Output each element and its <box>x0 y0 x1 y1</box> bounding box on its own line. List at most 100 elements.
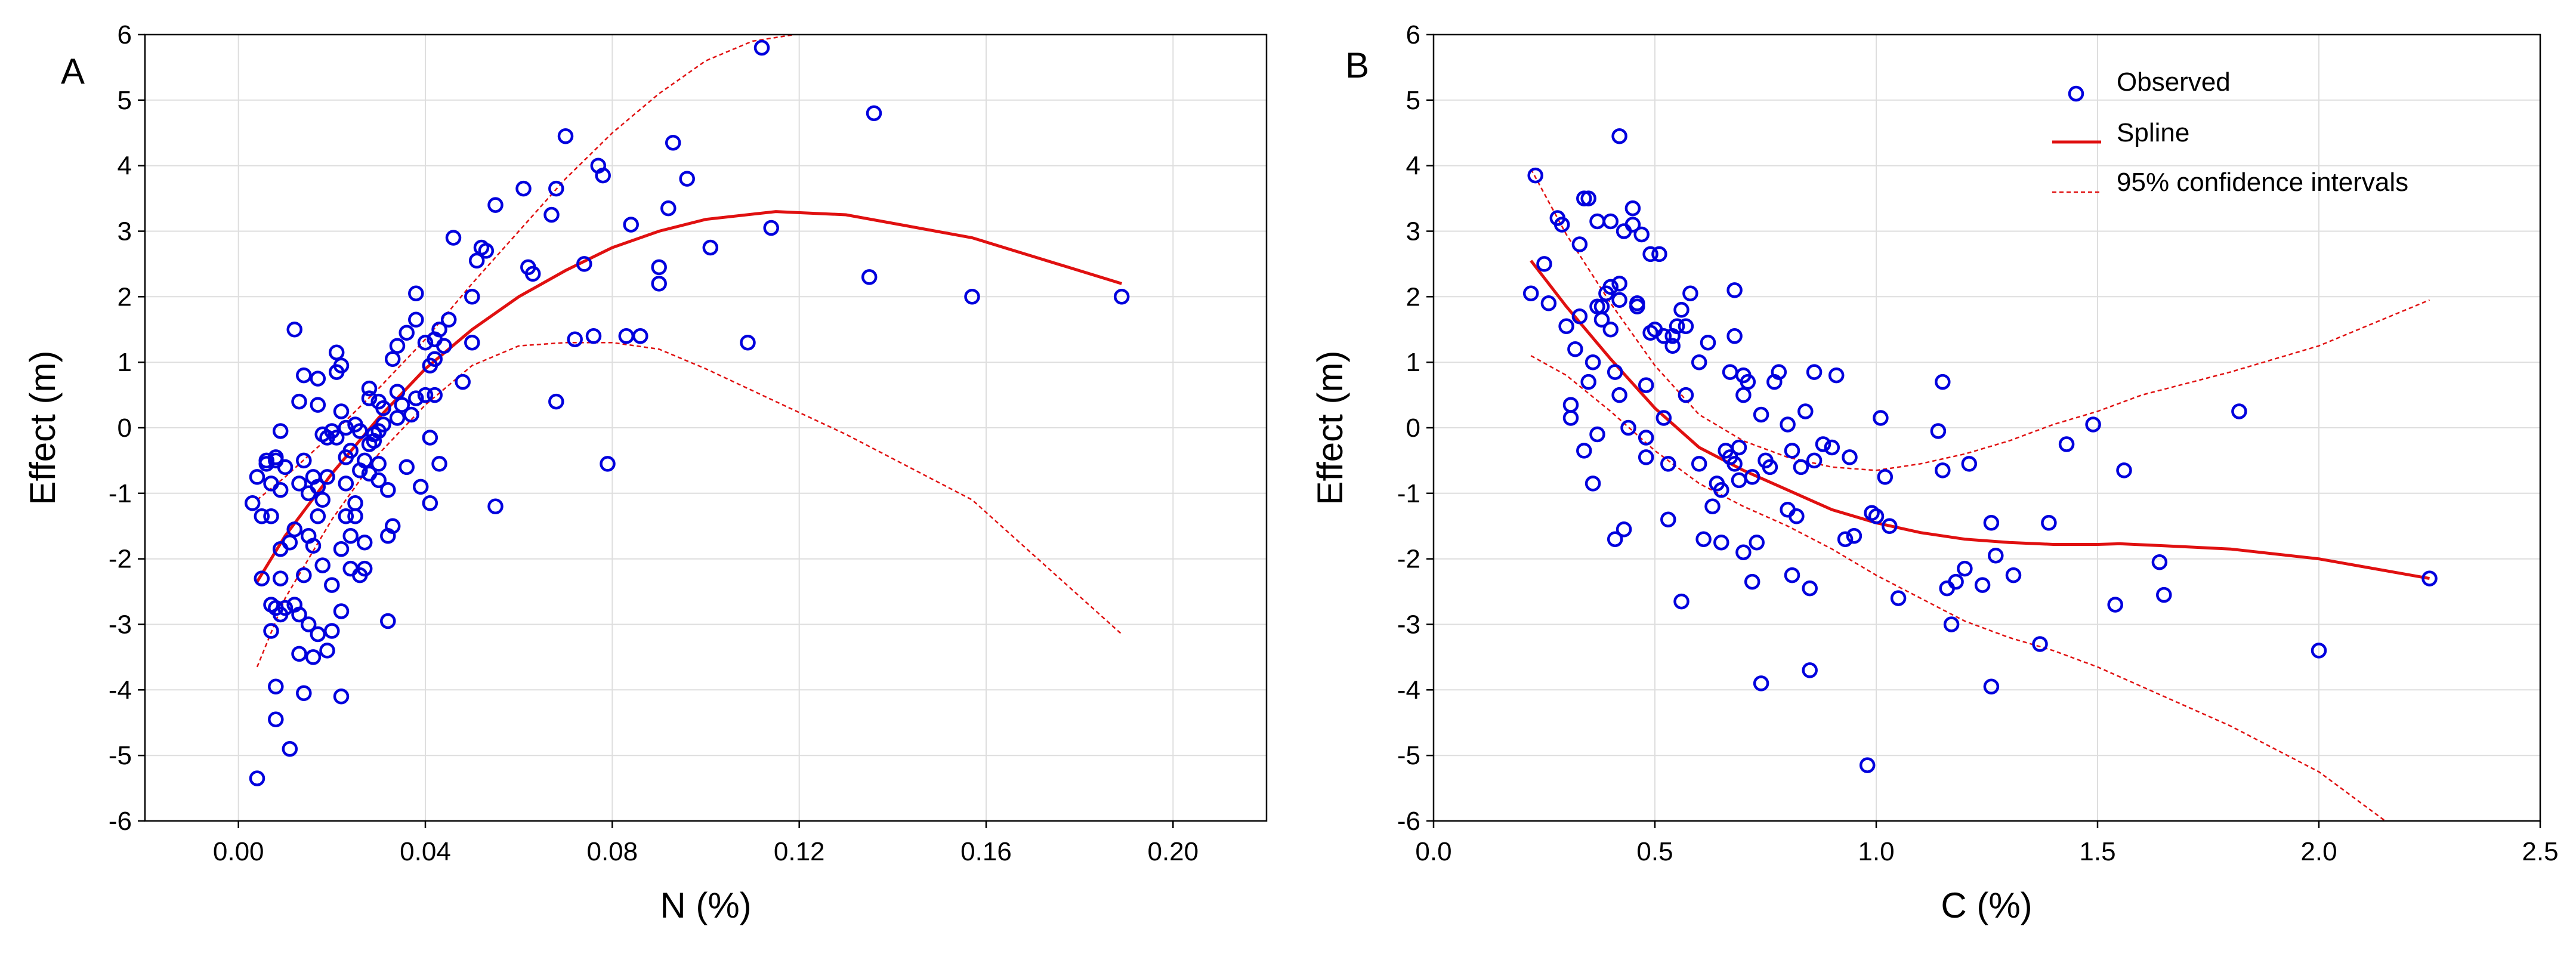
panel-a-observed-point <box>333 603 350 619</box>
panel-a-observed-point <box>464 289 480 305</box>
panel-a-observed-point <box>375 416 391 433</box>
panel-a-observed-point <box>576 256 592 272</box>
panel-b-observed-point <box>1784 443 1800 459</box>
panel-b-x-tick-label: 1.5 <box>2079 837 2115 866</box>
panel-a-observed-point <box>356 534 373 551</box>
panel-b-observed-point <box>1859 757 1876 773</box>
panel-a-observed-point <box>296 567 312 583</box>
panel-b-x-tick-label: 0.0 <box>1415 837 1451 866</box>
panel-b-observed-point <box>2058 436 2075 452</box>
panel-a-observed-point <box>389 410 406 426</box>
panel-b-observed-point <box>2032 636 2048 652</box>
panel-a-observed-point <box>375 400 391 416</box>
panel-a-observed-point <box>268 678 284 695</box>
panel-a-observed-point <box>296 367 312 384</box>
panel-b-observed-point <box>1713 534 1729 551</box>
panel-b-y-tick-label: 6 <box>1406 20 1420 50</box>
panel-b-observed-point <box>1806 364 1823 380</box>
panel-b-observed-point <box>1930 423 1947 439</box>
panel-b-observed-point <box>1638 449 1654 465</box>
panel-b-x-axis-title: C (%) <box>1941 885 2032 925</box>
panel-a-observed-point <box>651 276 667 292</box>
panel-a-ci-upper-line <box>257 35 795 501</box>
panel-b-y-tick-label: -6 <box>1397 807 1420 836</box>
panel-a-observed-point <box>272 570 289 586</box>
panel-a-observed-point <box>254 570 270 586</box>
panel-b-observed-point <box>1802 580 1818 597</box>
panel-b-observed-point <box>2085 416 2101 433</box>
panel-b-observed-point <box>1753 675 1769 691</box>
panel-b-observed-point <box>1935 373 1951 390</box>
panel-b-observed-point <box>2116 462 2132 478</box>
panel-a-observed-point <box>403 406 419 423</box>
panel-a-y-tick-label: -3 <box>109 610 132 640</box>
panel-a-observed-point <box>394 397 410 413</box>
panel-a-observed-point <box>585 328 602 344</box>
panel-b-observed-point <box>1948 573 1964 590</box>
panel-b-observed-point <box>1722 364 1738 380</box>
panel-a-y-axis-title: Effect (m) <box>23 351 63 505</box>
panel-a-observed-point <box>380 613 396 629</box>
panel-a-observed-point <box>268 711 284 728</box>
panel-a-observed-point <box>660 200 677 217</box>
panel-b-observed-point <box>1784 567 1800 583</box>
panel-b-y-tick-label: -3 <box>1397 610 1420 640</box>
panel-a-observed-point <box>328 430 345 446</box>
panel-a-observed-point <box>548 393 564 410</box>
panel-a-observed-point <box>296 685 312 702</box>
panel-a-x-axis-title: N (%) <box>660 885 751 925</box>
panel-b-observed-point <box>1749 534 1765 551</box>
panel-a-observed-point <box>310 371 326 387</box>
panel-a-observed-point <box>487 197 504 213</box>
panel-a-observed-point <box>464 334 480 351</box>
panel-b-observed-point <box>1629 298 1645 315</box>
panel-a-observed-point <box>342 560 359 577</box>
panel-a-observed-point <box>277 600 294 616</box>
panel-b-observed-point <box>1678 387 1694 403</box>
panel-b-observed-point <box>1983 515 2000 531</box>
panel-a-observed-point <box>333 403 350 419</box>
panel-a-observed-point <box>342 527 359 544</box>
panel-a-observed-point <box>370 472 387 489</box>
panel-b-observed-point <box>1607 531 1623 547</box>
panel-a-letter: A <box>61 51 85 91</box>
panel-b-y-tick-label: -4 <box>1397 675 1420 705</box>
panel-a-x-tick-label: 0.08 <box>586 837 638 866</box>
panel-a-observed-point <box>370 456 387 472</box>
panel-b-observed-point <box>1589 426 1605 443</box>
panel-b-observed-point <box>1793 459 1809 476</box>
panel-a-observed-point <box>282 740 298 757</box>
panel-b-y-tick-label: -2 <box>1397 545 1420 574</box>
panel-b-observed-point <box>1988 547 2004 564</box>
panel-b-observed-point <box>1580 373 1596 390</box>
panel-b-observed-point <box>1704 498 1721 515</box>
panel-a-series <box>244 35 1130 786</box>
panel-b-observed-point <box>1700 334 1716 351</box>
panel-b-ci-upper-line <box>1530 168 2430 471</box>
panel-b-observed-point <box>1633 226 1650 243</box>
panel-a-y-tick-label: -4 <box>109 675 132 705</box>
panel-a-observed-point <box>319 643 335 659</box>
panel-a-observed-point <box>249 469 265 485</box>
panel-a-observed-point <box>338 419 354 436</box>
panel-a-observed-point <box>548 180 564 197</box>
panel-a-observed-point <box>567 331 583 347</box>
panel-a-observed-point <box>338 476 354 492</box>
panel-a-observed-point <box>324 623 340 639</box>
panel-a-observed-point <box>254 508 270 524</box>
panel-b-observed-point <box>1642 246 1658 263</box>
panel-a-observed-point <box>595 167 611 184</box>
panel-a-y-tick-label: 1 <box>118 348 132 377</box>
panel-b-observed-point <box>2156 586 2172 603</box>
panel-b-observed-point <box>1771 364 1787 380</box>
panel-a-observed-point <box>417 334 434 351</box>
panel-a-observed-point <box>964 289 980 305</box>
panel-a-observed-point <box>753 39 770 56</box>
panel-b-observed-point <box>1762 459 1778 476</box>
panel-a-observed-point <box>399 459 415 476</box>
panel-a-y-tick-label: 0 <box>118 413 132 443</box>
panel-a-observed-point <box>291 476 307 492</box>
panel-a-observed-point <box>763 220 779 236</box>
panel-a-y-tick-label: -1 <box>109 479 132 508</box>
panel-a-ci-lower-line <box>256 341 1123 668</box>
